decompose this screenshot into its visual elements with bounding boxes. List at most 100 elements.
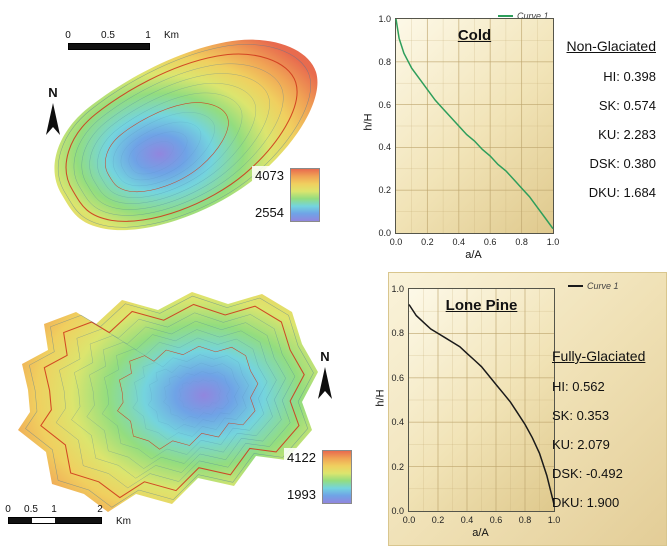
axis-tick-label: 0.8: [391, 328, 404, 339]
stats-block-cold: Non-Glaciated HI: 0.398 SK: 0.574 KU: 2.…: [552, 38, 657, 207]
elevation-ramp: [289, 168, 320, 222]
north-label: N: [48, 85, 58, 100]
curve-curve-1: [395, 18, 554, 230]
contour: [55, 312, 296, 489]
scale-tick: 0.5: [101, 30, 115, 41]
elevation-max: 4073: [255, 168, 284, 183]
contour: [86, 329, 277, 469]
contour: [89, 83, 256, 204]
axis-tick-label: 1.0: [391, 284, 404, 294]
index-contour: [117, 345, 259, 450]
contour: [178, 379, 221, 411]
elevation-legend: 4073 2554: [252, 166, 323, 222]
axis-tick-label: 0.0: [378, 228, 391, 238]
scale-bar-rule: [8, 517, 102, 524]
contour: [128, 131, 188, 175]
elevation-legend-values: 4073 2554: [255, 168, 284, 220]
scale-tick: 0: [65, 30, 71, 41]
axis-tick-label: 0.6: [489, 515, 503, 525]
scale-tick: 2: [97, 504, 103, 515]
contour-lines: [58, 44, 311, 228]
axis-tick-label: 0.2: [391, 461, 404, 472]
lone-pine-chart-panel: Curve 1 Lone Pine 0.0 0.2 0.4 0.6 0.8 1.0 0.0 0…: [360, 272, 667, 550]
stat-hi: HI: 0.562: [552, 379, 605, 394]
scale-tick: 1: [145, 30, 151, 41]
scale-bar-rule: [68, 43, 150, 50]
chart-legend: Curve 1: [498, 7, 549, 25]
axis-tick-label: 0.0: [389, 237, 403, 247]
legend-key-line: [498, 14, 513, 17]
curve-curve-1: [408, 304, 555, 505]
scale-tick: 0: [5, 504, 11, 515]
scale-unit: Km: [164, 30, 179, 41]
index-contour: [65, 53, 298, 222]
scale-tick: 0.5: [24, 504, 38, 515]
hypsometric-plot-cold: Cold 0.0 0.2 0.4 0.6 0.8 1.0 0.0 0.2 0.4 0.6 0.8 1.…: [378, 14, 559, 247]
scale-bar: 0 0.5 1 Km: [65, 30, 179, 52]
axis-tick-label: 1.0: [547, 515, 561, 525]
elevation-legend-values: 4122 1993: [287, 450, 316, 502]
scale-bar-segment: [9, 518, 32, 523]
scale-bar: 0 0.5 1 2 Km: [5, 504, 131, 527]
axis-tick-label: 0.2: [421, 237, 434, 247]
cold-chart-panel: Curve 1 Cold 0.0 0.2 0.4 0.6 0.8 1.0 0.0 0.2 0.4…: [360, 6, 667, 268]
y-axis-label: h/H: [374, 389, 387, 407]
legend-key-line: [568, 284, 583, 287]
contour: [136, 141, 174, 169]
scale-bar-segment: [55, 518, 101, 523]
elevation-legend: 4122 1993: [284, 448, 355, 504]
north-arrow-icon: [318, 367, 332, 399]
stat-dku: DKU: 1.900: [552, 495, 620, 510]
axis-tick-label: 0.8: [378, 56, 391, 67]
north-arrow: N: [316, 350, 334, 405]
elevation-max: 4122: [287, 450, 316, 465]
stats-title: Non-Glaciated: [566, 38, 657, 54]
hypsometric-plot-lone-pine: Lone Pine 0.0 0.2 0.4 0.6 0.8 1.0 0.0 0.2 0.4 0.6…: [391, 284, 560, 525]
contour: [163, 371, 231, 421]
chart-canvas: [395, 18, 554, 233]
axis-tick-label: 0.8: [515, 237, 528, 247]
axis-tick-label: 1.0: [546, 237, 560, 247]
x-axis-label: a/A: [465, 249, 482, 261]
axis-tick-label: 0.2: [378, 185, 391, 196]
axis-tick-label: 1.0: [378, 14, 391, 24]
contour: [101, 337, 268, 460]
chart-title-cold: Cold: [457, 27, 492, 44]
lone-pine-watershed-map: N 4122 1993 0 0.5 1 2 Km: [0, 272, 360, 550]
contour-lines: [25, 295, 314, 508]
contour: [71, 320, 286, 479]
axis-tick-label: 0.6: [483, 237, 497, 247]
axis-tick-label: 0.6: [378, 99, 391, 110]
watershed-outline: [18, 292, 318, 512]
contour: [97, 92, 243, 198]
axis-tick-label: 0.2: [431, 515, 445, 525]
chart-title-lone-pine: Lone Pine: [445, 297, 518, 314]
axis-tick-label: 0.0: [402, 515, 416, 525]
contour: [58, 44, 311, 228]
chart-canvas: [408, 289, 555, 511]
axis-tick-label: 0.4: [378, 142, 391, 153]
stat-sk: SK: 0.353: [552, 408, 610, 423]
watershed-outline: [54, 39, 318, 231]
cold-map-graphic: [54, 39, 318, 231]
north-label: N: [320, 349, 330, 364]
legend-label: Curve 1: [587, 280, 619, 291]
x-axis-label: a/A: [472, 527, 489, 539]
scale-bar-segment: [69, 44, 149, 49]
index-contour: [105, 102, 229, 193]
elevation-min: 2554: [255, 205, 284, 220]
contour: [120, 121, 201, 181]
axis-tick-label: 0.4: [391, 417, 404, 428]
axis-tick-label: 0.8: [518, 515, 532, 525]
north-arrow: N: [44, 86, 62, 141]
stat-dsk: DSK: 0.380: [589, 156, 657, 171]
scale-tick: 1: [51, 504, 57, 515]
scale-unit: Km: [116, 516, 131, 527]
axis-tick-label: 0.0: [391, 506, 404, 516]
stat-ku: KU: 2.079: [552, 437, 610, 452]
contour: [81, 73, 270, 210]
y-axis-label: h/H: [362, 113, 375, 131]
contour: [25, 295, 314, 508]
legend-label: Curve 1: [517, 10, 549, 21]
